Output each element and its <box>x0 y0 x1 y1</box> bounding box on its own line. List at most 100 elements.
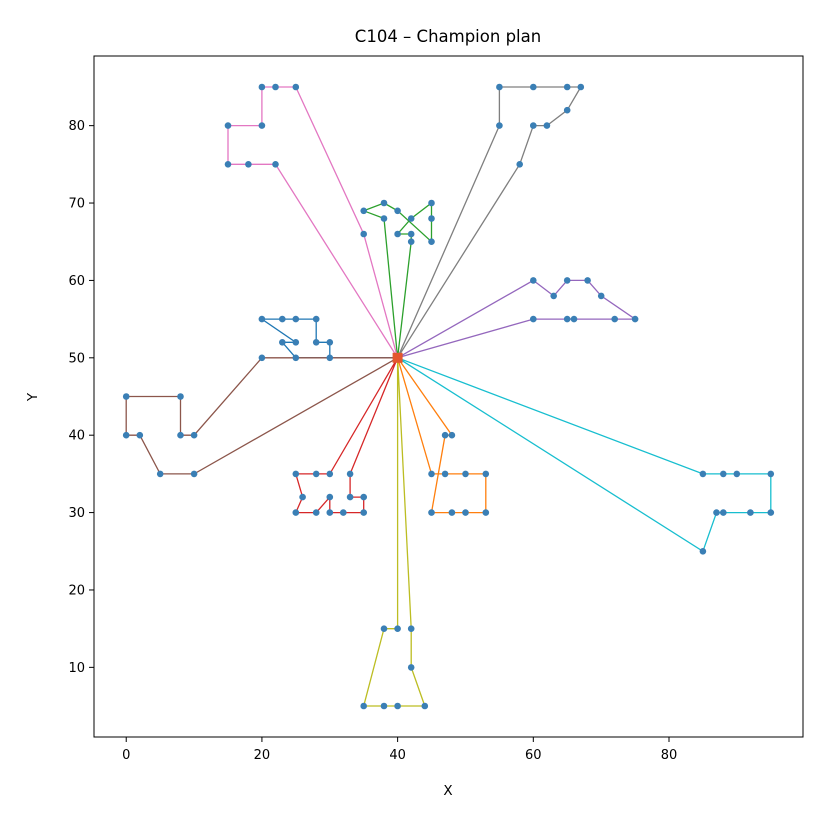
depot-layer <box>392 352 403 363</box>
customer-point <box>563 106 571 114</box>
y-axis-label: Y <box>25 392 41 402</box>
customer-point <box>190 431 198 439</box>
customer-point <box>299 493 306 501</box>
customer-point <box>326 354 334 362</box>
customer-point <box>597 292 605 300</box>
customer-point <box>428 199 435 207</box>
y-tick-label: 30 <box>68 506 85 521</box>
customer-point <box>177 393 184 400</box>
customer-point <box>563 277 571 284</box>
customer-point <box>258 122 266 129</box>
customer-point <box>360 207 368 215</box>
customer-point <box>312 315 320 323</box>
customer-point <box>767 509 775 516</box>
customer-point <box>258 83 266 91</box>
customer-point <box>516 161 523 168</box>
customer-point <box>407 230 415 238</box>
customer-point <box>292 470 300 478</box>
x-tick-label: 80 <box>661 748 678 763</box>
x-axis: 0 20 40 60 80 <box>122 737 677 763</box>
x-tick-label: 20 <box>254 748 271 763</box>
y-tick-label: 70 <box>68 197 85 212</box>
customer-point <box>462 470 469 478</box>
route-line-8 <box>397 86 582 359</box>
customer-point <box>292 509 300 516</box>
customer-point <box>326 470 334 478</box>
customer-point <box>407 238 415 245</box>
customer-point <box>312 339 320 346</box>
customer-point <box>713 509 720 516</box>
customer-point <box>496 83 503 91</box>
customer-point <box>407 625 415 632</box>
customer-point <box>699 548 707 555</box>
customer-point <box>340 509 347 516</box>
customer-point <box>448 431 456 439</box>
routes-layer <box>125 86 772 707</box>
customer-point <box>346 493 354 501</box>
customer-point <box>224 122 232 129</box>
customer-point <box>428 470 435 478</box>
customer-point <box>380 702 388 710</box>
customer-point <box>224 161 232 168</box>
x-tick-label: 0 <box>122 748 130 763</box>
customer-point <box>448 509 456 516</box>
route-line-4 <box>294 357 399 514</box>
customer-point <box>550 292 557 300</box>
customer-point <box>747 509 754 516</box>
customer-point <box>177 431 184 439</box>
customer-point <box>441 431 449 439</box>
customer-point <box>530 83 537 91</box>
customer-point <box>272 161 279 168</box>
customer-point <box>258 315 266 323</box>
customer-point <box>346 470 354 478</box>
customer-point <box>360 509 368 516</box>
customer-point <box>312 509 320 516</box>
customer-point <box>530 315 537 323</box>
customer-point <box>428 509 435 516</box>
route-line-3 <box>361 201 433 358</box>
customer-point <box>380 199 388 207</box>
customer-point <box>292 339 300 346</box>
customer-point <box>360 230 368 238</box>
customer-point <box>462 509 469 516</box>
points-layer <box>122 83 775 710</box>
customer-point <box>733 470 741 478</box>
y-axis: 10 20 30 40 50 60 70 80 <box>68 119 94 676</box>
y-tick-label: 20 <box>68 583 85 598</box>
customer-point <box>292 354 300 362</box>
plot-frame <box>93 55 804 738</box>
chart-title: C104 – Champion plan <box>355 27 541 46</box>
customer-point <box>530 277 537 284</box>
customer-point <box>428 238 435 245</box>
customer-point <box>530 122 537 129</box>
y-tick-label: 80 <box>68 119 85 134</box>
customer-point <box>563 83 571 91</box>
customer-point <box>326 509 334 516</box>
depot-marker <box>392 352 403 363</box>
route-line-5 <box>397 279 638 359</box>
customer-point <box>407 215 415 222</box>
customer-point <box>122 431 130 439</box>
customer-point <box>611 315 618 323</box>
customer-point <box>767 470 775 478</box>
route-line-9 <box>362 357 426 707</box>
route-line-7 <box>227 86 399 359</box>
customer-point <box>292 315 300 323</box>
customer-point <box>156 470 164 478</box>
customer-point <box>570 315 578 323</box>
customer-point <box>394 207 401 215</box>
customer-point <box>421 702 429 710</box>
customer-point <box>326 339 334 346</box>
customer-point <box>258 354 266 362</box>
customer-point <box>245 161 252 168</box>
customer-point <box>380 215 388 222</box>
customer-point <box>279 315 286 323</box>
customer-point <box>136 431 144 439</box>
y-tick-label: 10 <box>68 661 85 676</box>
customer-point <box>720 509 727 516</box>
customer-point <box>482 509 490 516</box>
customer-point <box>190 470 198 478</box>
customer-point <box>407 664 415 671</box>
customer-point <box>279 339 286 346</box>
route-line-2 <box>396 357 487 514</box>
